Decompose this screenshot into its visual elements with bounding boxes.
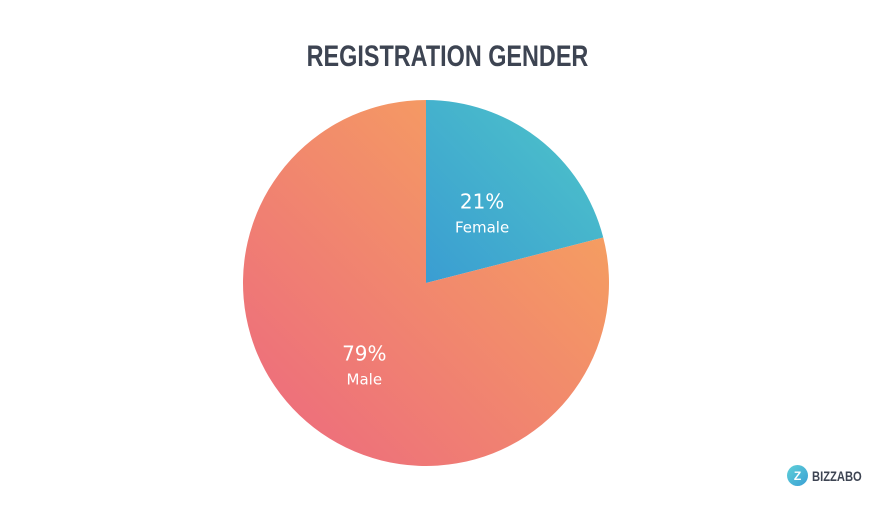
slice-percent-label: 21% (460, 190, 504, 214)
pie-slice-male (243, 100, 610, 466)
slice-percent-label: 79% (342, 342, 386, 366)
pie-slice-female (426, 100, 604, 283)
slice-category-label: Female (455, 219, 509, 237)
slice-category-label: Male (347, 371, 383, 389)
bizzabo-logo-text: BIZZABO (812, 467, 862, 484)
chart-title: REGISTRATION GENDER (306, 40, 589, 73)
bizzabo-logo-icon: Z (787, 465, 808, 486)
bizzabo-logo: Z BIZZABO (787, 465, 874, 486)
